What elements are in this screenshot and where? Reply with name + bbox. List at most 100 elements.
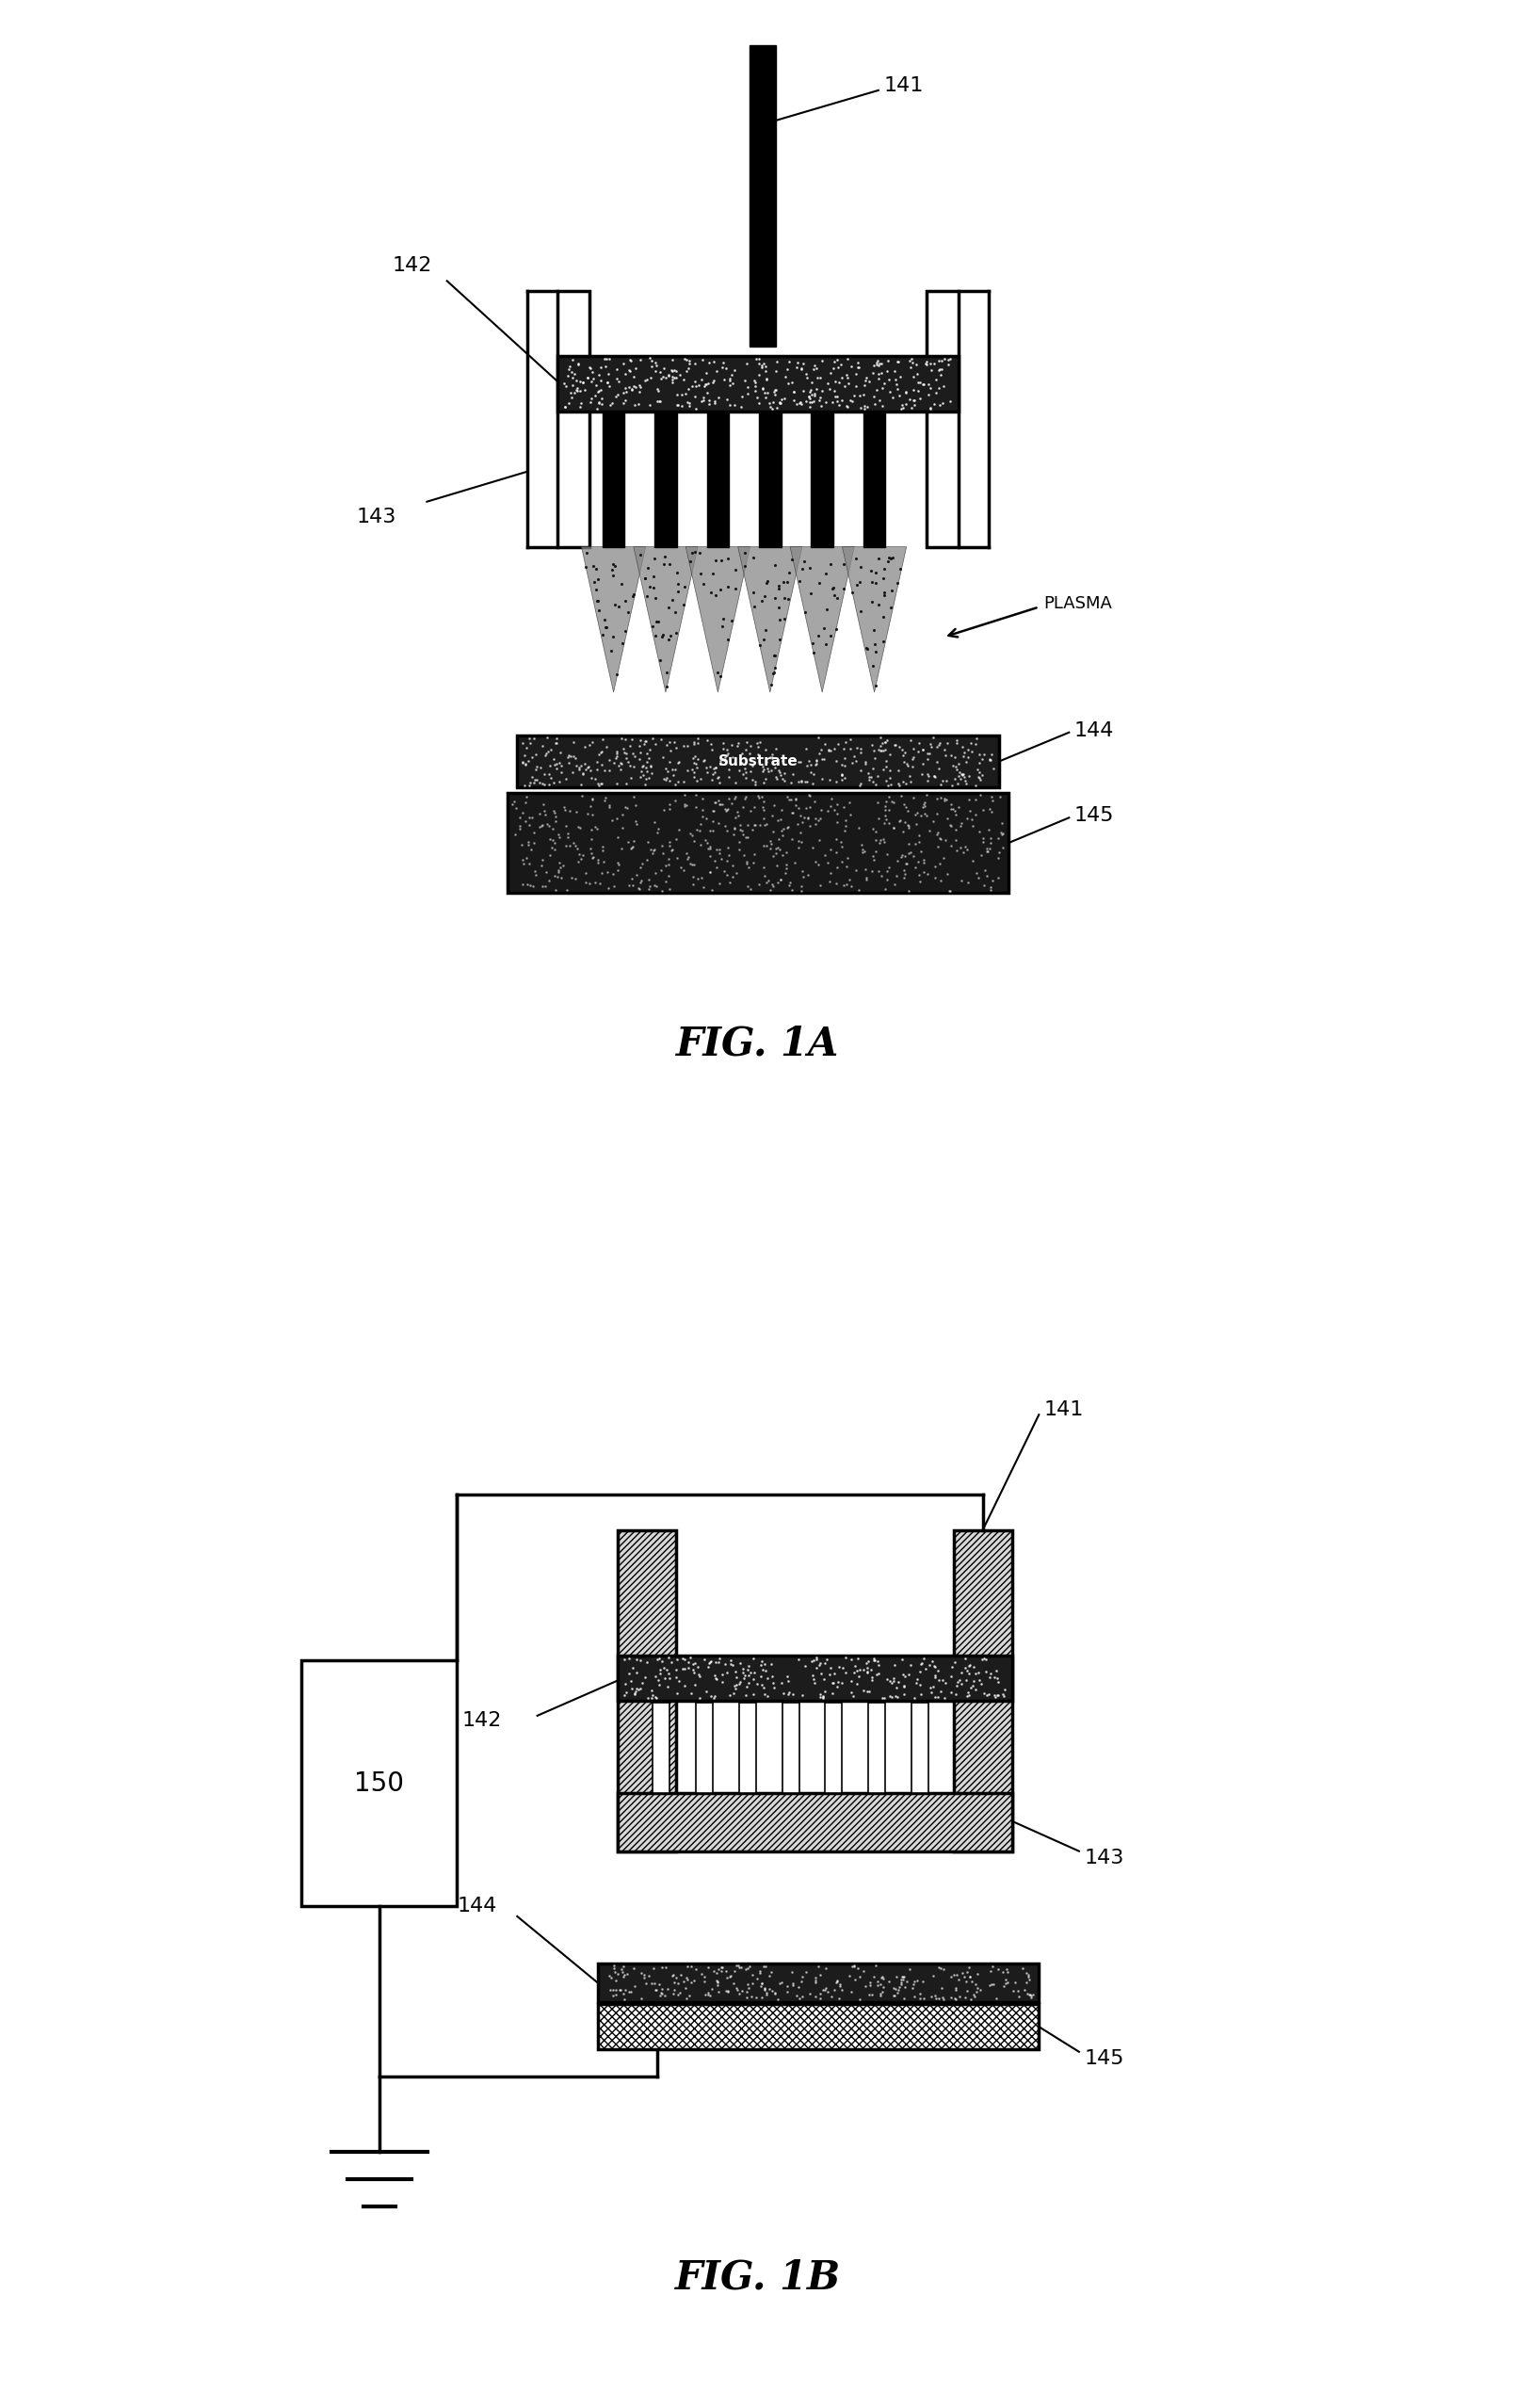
Point [967, 1652, 991, 1690]
Point [716, 734, 740, 773]
Point [570, 754, 594, 792]
Point [606, 588, 631, 626]
Point [897, 380, 922, 419]
Point [723, 385, 747, 424]
Point [564, 746, 588, 785]
Point [870, 368, 894, 407]
Point [902, 1963, 926, 2001]
Point [767, 819, 791, 857]
Point [685, 720, 709, 759]
Point [591, 720, 615, 759]
Point [703, 848, 728, 886]
Point [699, 730, 723, 768]
Point [919, 1674, 943, 1712]
Point [829, 761, 854, 799]
Point [776, 807, 800, 845]
Point [652, 790, 676, 828]
Point [535, 732, 559, 771]
Point [662, 751, 687, 790]
Point [811, 1970, 835, 2008]
Point [661, 1975, 685, 2013]
Point [752, 344, 776, 383]
Point [558, 826, 582, 864]
Point [941, 1955, 966, 1994]
Point [834, 722, 858, 761]
Point [803, 742, 828, 780]
Point [606, 843, 631, 881]
Point [908, 1666, 932, 1705]
Point [620, 371, 644, 409]
Point [896, 792, 920, 831]
Point [958, 1958, 982, 1996]
Point [919, 352, 943, 390]
Point [614, 368, 638, 407]
Point [653, 1659, 678, 1698]
Point [781, 756, 805, 795]
Point [803, 1640, 828, 1678]
Point [522, 814, 546, 852]
Point [873, 799, 897, 838]
Point [910, 754, 934, 792]
Point [840, 573, 864, 612]
Point [567, 749, 591, 787]
Point [917, 1669, 941, 1707]
Point [951, 833, 975, 872]
Point [776, 1674, 800, 1712]
Point [875, 852, 899, 891]
Point [869, 727, 893, 766]
Point [552, 364, 576, 402]
Point [793, 761, 817, 799]
Point [828, 1965, 852, 2003]
Point [991, 1967, 1016, 2006]
Point [813, 1671, 837, 1710]
Point [891, 1958, 916, 1996]
Point [702, 1678, 726, 1717]
Point [650, 737, 675, 775]
Point [773, 754, 797, 792]
Point [838, 1640, 863, 1678]
Point [522, 824, 546, 862]
Point [737, 1967, 761, 2006]
Point [641, 833, 666, 872]
Point [568, 746, 593, 785]
Point [1014, 1963, 1038, 2001]
Point [994, 1950, 1019, 1989]
Point [541, 792, 565, 831]
Point [1020, 1975, 1045, 2013]
Point [666, 763, 690, 802]
Point [888, 359, 913, 397]
Point [556, 383, 581, 421]
Point [562, 826, 587, 864]
Point [576, 795, 600, 833]
Point [869, 344, 893, 383]
Point [650, 616, 675, 655]
Point [966, 759, 990, 797]
Point [884, 361, 908, 400]
Point [852, 390, 876, 429]
Point [943, 1979, 967, 2018]
Point [928, 385, 952, 424]
Point [860, 583, 884, 621]
Point [885, 342, 910, 380]
Point [678, 845, 702, 884]
Point [679, 366, 703, 405]
Point [907, 824, 931, 862]
Point [902, 848, 926, 886]
Point [802, 783, 826, 821]
Point [640, 347, 664, 385]
Point [825, 340, 849, 378]
Point [602, 1953, 626, 1991]
Point [532, 792, 556, 831]
Point [984, 1979, 1008, 2018]
Point [802, 380, 826, 419]
Point [854, 744, 878, 783]
Point [608, 1970, 632, 2008]
Point [640, 720, 664, 759]
Point [575, 549, 599, 588]
Point [587, 734, 611, 773]
Point [923, 373, 948, 412]
Point [944, 821, 969, 860]
Point [641, 568, 666, 607]
Point [775, 1972, 799, 2011]
Point [908, 1975, 932, 2013]
